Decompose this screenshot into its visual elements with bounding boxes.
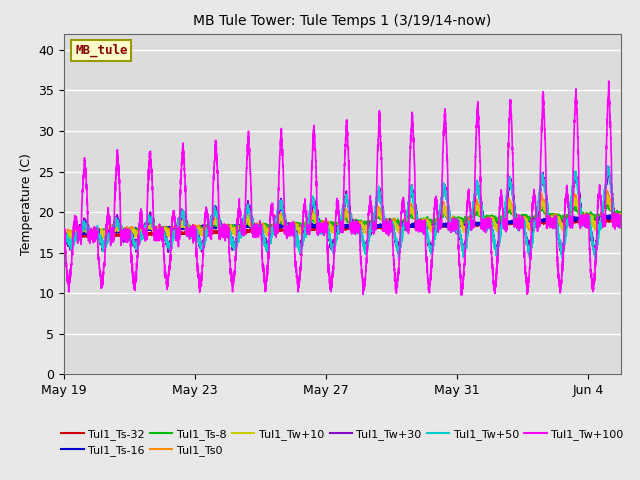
Tul1_Tw+30: [605, 164, 612, 169]
Tul1_Tw+10: [604, 192, 611, 198]
Tul1_Tw+50: [604, 163, 612, 169]
Tul1_Tw+30: [176, 218, 184, 224]
Tul1_Ts-16: [458, 222, 466, 228]
Line: Tul1_Ts0: Tul1_Ts0: [64, 191, 621, 238]
Tul1_Tw+10: [396, 228, 404, 233]
Tul1_Ts-32: [458, 222, 466, 228]
Tul1_Tw+100: [60, 232, 68, 238]
Tul1_Ts-8: [603, 201, 611, 206]
Tul1_Ts0: [617, 213, 625, 218]
Tul1_Ts-32: [60, 234, 68, 240]
Tul1_Tw+10: [70, 236, 78, 242]
Tul1_Ts-8: [149, 225, 157, 231]
Y-axis label: Temperature (C): Temperature (C): [20, 153, 33, 255]
Line: Tul1_Tw+100: Tul1_Tw+100: [64, 81, 621, 295]
Tul1_Tw+30: [402, 221, 410, 227]
Line: Tul1_Tw+30: Tul1_Tw+30: [64, 167, 621, 257]
Tul1_Ts-8: [458, 216, 466, 222]
Tul1_Tw+100: [111, 197, 118, 203]
Line: Tul1_Ts-8: Tul1_Ts-8: [64, 204, 621, 235]
Tul1_Ts-32: [111, 232, 118, 238]
Tul1_Ts-32: [396, 224, 404, 229]
Tul1_Ts-8: [396, 220, 404, 226]
Tul1_Tw+10: [617, 216, 625, 222]
Tul1_Ts-16: [396, 224, 404, 230]
Tul1_Ts0: [149, 226, 157, 231]
Tul1_Tw+30: [149, 222, 157, 228]
Tul1_Tw+10: [149, 226, 157, 231]
Tul1_Ts-16: [610, 212, 618, 217]
Title: MB Tule Tower: Tule Temps 1 (3/19/14-now): MB Tule Tower: Tule Temps 1 (3/19/14-now…: [193, 14, 492, 28]
Tul1_Tw+100: [617, 218, 625, 224]
Tul1_Tw+30: [111, 225, 118, 231]
Tul1_Ts0: [60, 233, 68, 239]
Tul1_Ts-16: [111, 228, 118, 234]
Tul1_Ts-16: [149, 226, 157, 231]
Line: Tul1_Tw+50: Tul1_Tw+50: [64, 166, 621, 259]
Tul1_Ts-16: [60, 230, 68, 236]
Tul1_Ts-32: [614, 216, 622, 222]
Tul1_Tw+100: [176, 198, 184, 204]
Tul1_Ts0: [396, 225, 404, 230]
Tul1_Ts0: [403, 214, 410, 220]
Tul1_Ts-8: [176, 223, 184, 229]
Tul1_Tw+50: [396, 243, 404, 249]
Tul1_Tw+100: [605, 78, 612, 84]
Tul1_Tw+50: [617, 214, 625, 220]
Tul1_Tw+50: [149, 224, 157, 229]
Tul1_Tw+10: [176, 222, 184, 228]
Tul1_Ts-16: [176, 227, 184, 232]
Tul1_Ts-8: [617, 211, 625, 216]
Tul1_Ts-32: [617, 218, 625, 224]
Tul1_Ts-16: [66, 233, 74, 239]
Tul1_Tw+50: [176, 217, 184, 223]
Legend: Tul1_Ts-32, Tul1_Ts-16, Tul1_Ts-8, Tul1_Ts0, Tul1_Tw+10, Tul1_Tw+30, Tul1_Tw+50,: Tul1_Ts-32, Tul1_Ts-16, Tul1_Ts-8, Tul1_…: [57, 424, 628, 460]
Tul1_Tw+100: [402, 220, 410, 226]
Tul1_Tw+10: [403, 218, 410, 224]
Tul1_Tw+100: [458, 292, 466, 298]
Tul1_Ts-32: [403, 224, 410, 230]
Tul1_Ts0: [176, 223, 184, 229]
Tul1_Tw+30: [396, 239, 404, 245]
Tul1_Ts-32: [64, 235, 72, 241]
Tul1_Tw+50: [458, 245, 466, 251]
Line: Tul1_Tw+10: Tul1_Tw+10: [64, 195, 621, 239]
Tul1_Tw+30: [460, 254, 467, 260]
Tul1_Tw+10: [458, 222, 466, 228]
Tul1_Ts-16: [617, 213, 625, 218]
Tul1_Ts-8: [60, 228, 68, 234]
Tul1_Tw+30: [458, 237, 466, 242]
Tul1_Ts-8: [65, 232, 73, 238]
Tul1_Ts-8: [403, 217, 410, 223]
Tul1_Tw+10: [60, 230, 68, 236]
Tul1_Ts-32: [176, 230, 184, 236]
Tul1_Ts-16: [403, 221, 410, 227]
Tul1_Tw+30: [617, 217, 625, 223]
Tul1_Ts0: [458, 221, 466, 227]
Tul1_Ts0: [604, 188, 611, 193]
Tul1_Tw+50: [591, 256, 599, 262]
Tul1_Tw+30: [60, 233, 68, 239]
Tul1_Ts-8: [111, 223, 118, 229]
Tul1_Ts0: [111, 224, 118, 229]
Line: Tul1_Ts-16: Tul1_Ts-16: [64, 215, 621, 236]
Tul1_Ts0: [100, 235, 108, 240]
Tul1_Tw+10: [111, 225, 118, 230]
Tul1_Tw+50: [402, 215, 410, 220]
Tul1_Tw+50: [111, 224, 118, 229]
Tul1_Tw+100: [396, 240, 404, 246]
Tul1_Tw+100: [458, 290, 466, 296]
Text: MB_tule: MB_tule: [75, 44, 127, 57]
Tul1_Tw+50: [60, 230, 68, 236]
Line: Tul1_Ts-32: Tul1_Ts-32: [64, 219, 621, 238]
Tul1_Ts-32: [149, 230, 157, 236]
Tul1_Tw+100: [149, 192, 157, 198]
